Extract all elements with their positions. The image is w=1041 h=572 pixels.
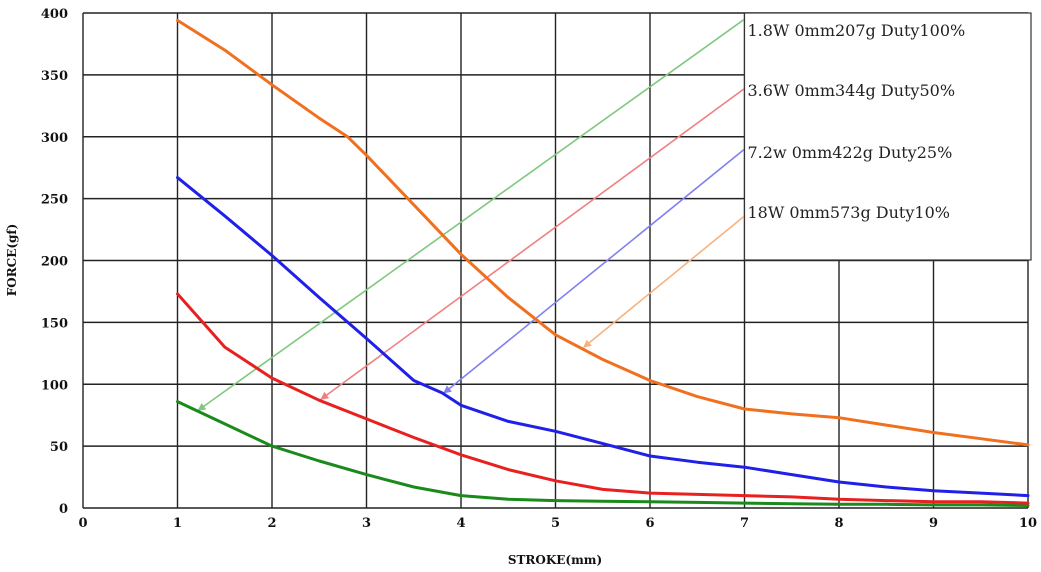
- legend-label-2: 7.2w 0mm422g Duty25%: [748, 143, 953, 162]
- y-tick-label-6: 300: [41, 131, 68, 146]
- series-line-3: [176, 18, 1030, 447]
- x-tick-label-4: 4: [456, 516, 465, 531]
- y-tick-label-2: 100: [41, 378, 68, 393]
- x-tick-label-5: 5: [551, 516, 560, 531]
- x-tick-label-3: 3: [362, 516, 371, 531]
- pointer-arrow-1: [320, 87, 745, 400]
- x-axis-title: STROKE(mm): [508, 553, 602, 567]
- y-tick-label-0: 0: [59, 502, 68, 517]
- legend-label-0: 1.8W 0mm207g Duty100%: [748, 21, 966, 40]
- x-tick-label-8: 8: [834, 516, 843, 531]
- y-axis-title: FORCE(gf): [5, 224, 19, 297]
- legend-label-1: 3.6W 0mm344g Duty50%: [748, 81, 956, 100]
- y-tick-label-7: 350: [41, 69, 68, 84]
- x-tick-label-7: 7: [740, 516, 749, 531]
- x-tick-label-10: 10: [1019, 516, 1037, 531]
- y-tick-label-4: 200: [41, 255, 68, 270]
- x-tick-label-6: 6: [645, 516, 654, 531]
- legend-box: [743, 12, 1032, 261]
- y-tick-label-8: 400: [41, 7, 68, 22]
- pointer-arrows: [197, 18, 746, 411]
- series-lines: [176, 18, 1030, 507]
- x-tick-label-9: 9: [929, 516, 938, 531]
- legend: 1.8W 0mm207g Duty100% 3.6W 0mm344g Duty50…: [743, 12, 1032, 261]
- y-tick-label-1: 50: [50, 440, 68, 455]
- x-tick-label-2: 2: [267, 516, 276, 531]
- series-line-2: [176, 176, 1030, 498]
- pointer-arrow-3: [583, 215, 746, 348]
- series-line-0: [176, 400, 1030, 507]
- pointer-arrow-2: [443, 148, 746, 394]
- legend-label-3: 18W 0mm573g Duty10%: [748, 203, 950, 222]
- series-line-1: [176, 292, 1030, 505]
- y-tick-label-5: 250: [41, 193, 68, 208]
- y-tick-label-3: 150: [41, 316, 68, 331]
- pointer-arrow-0: [197, 18, 745, 411]
- x-tick-label-1: 1: [173, 516, 182, 531]
- x-tick-label-0: 0: [78, 516, 87, 531]
